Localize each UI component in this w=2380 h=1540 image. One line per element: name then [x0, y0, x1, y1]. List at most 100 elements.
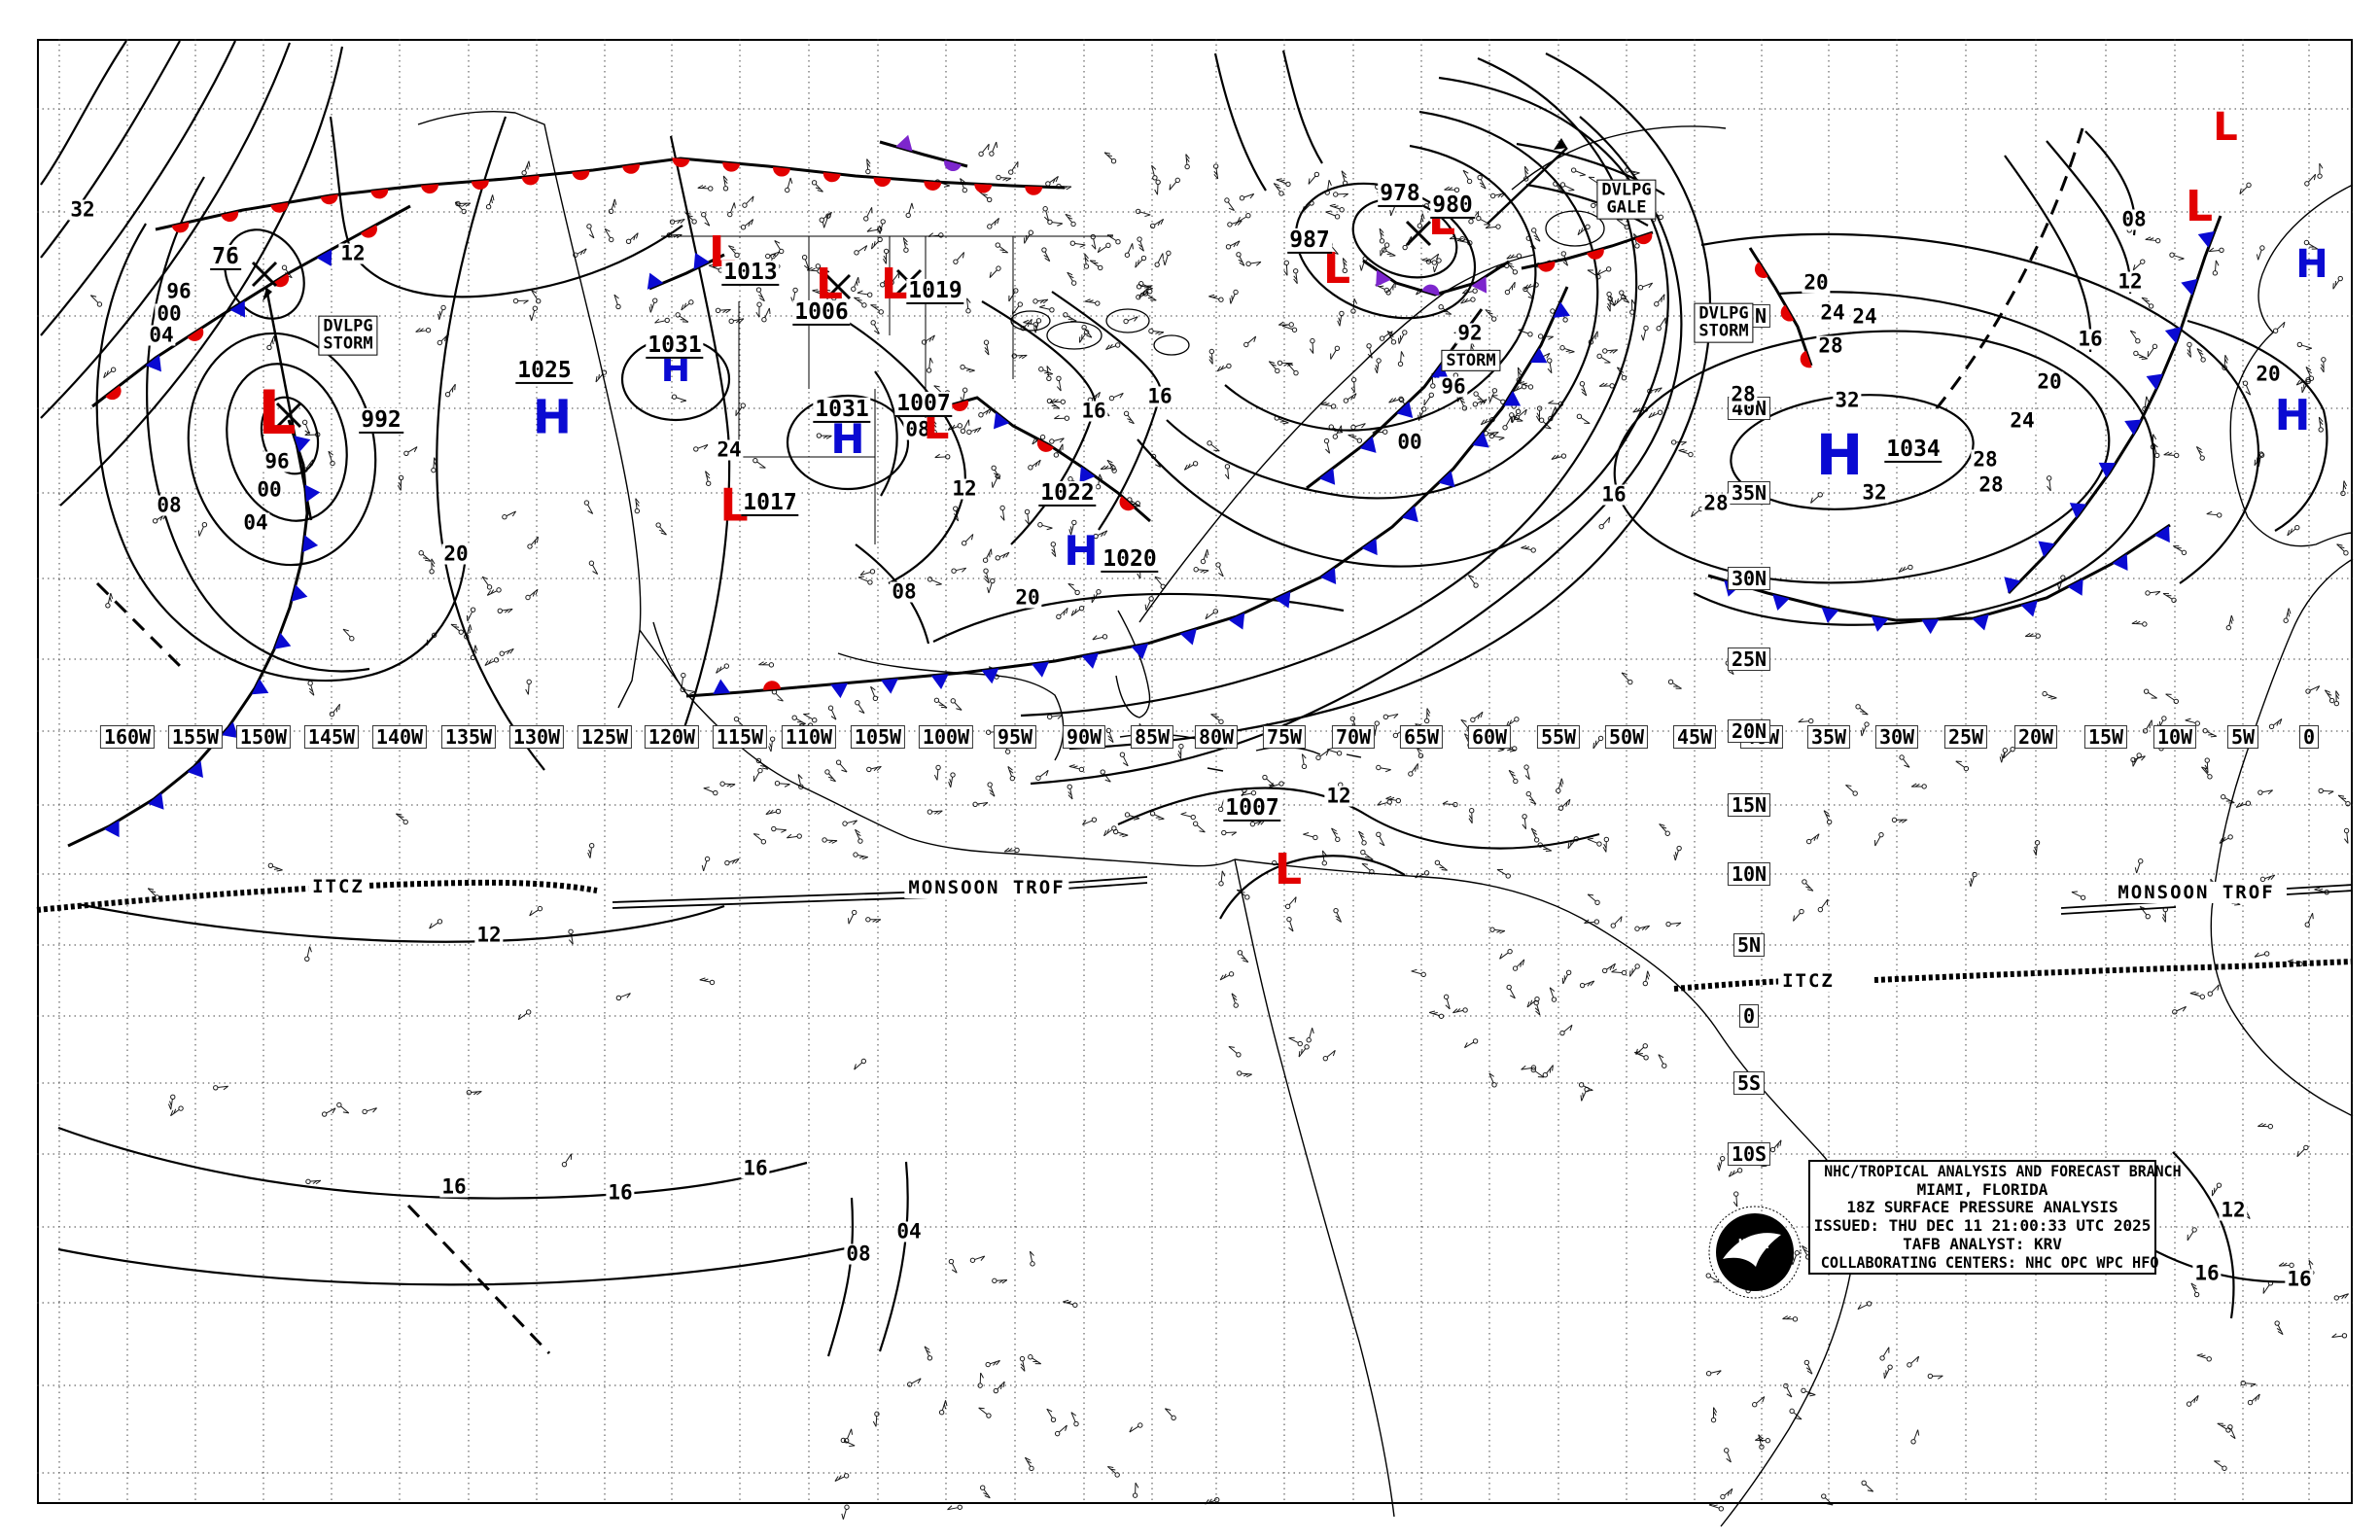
- isobar-label: 96: [1439, 374, 1468, 399]
- isobar-label: 32: [1860, 480, 1889, 505]
- isobar-label: 04: [241, 510, 270, 535]
- isobar-label: 28: [1701, 491, 1731, 515]
- isobar-label: 16: [439, 1174, 469, 1199]
- isobar-label: 12: [2219, 1198, 2248, 1222]
- isobar-label: 28: [1729, 382, 1758, 406]
- isobar-label: 04: [147, 323, 176, 347]
- latitude-label: 20N: [1727, 719, 1771, 743]
- isobar-label: 20: [441, 542, 471, 566]
- high-center-symbol: H: [660, 349, 691, 390]
- longitude-label: 60W: [1467, 725, 1512, 749]
- fronts-layer: [67, 134, 2222, 848]
- pressure-value-label: 1022: [1038, 479, 1097, 508]
- isobar-label: 12: [2116, 269, 2145, 294]
- latitude-label: 35N: [1727, 481, 1771, 505]
- info-line-analyst: TAFB ANALYST: KRV: [1903, 1234, 2062, 1253]
- center-pressure-value: 1020: [1101, 545, 1159, 574]
- longitude-label: 35W: [1806, 725, 1851, 749]
- isobar-label: 00: [155, 301, 184, 326]
- longitude-label: 105W: [850, 725, 906, 749]
- noaa-logo: NOAA: [1708, 1206, 1802, 1299]
- longitude-label: 100W: [918, 725, 974, 749]
- isobar-label: 08: [155, 493, 184, 517]
- low-center-symbol: L: [2213, 105, 2238, 150]
- longitude-label: 30W: [1874, 725, 1919, 749]
- longitude-label: 135W: [440, 725, 497, 749]
- isobar-label: 16: [2076, 327, 2105, 351]
- isobar-label: 16: [2192, 1261, 2222, 1285]
- monsoon-trof-label: MONSOON TROF: [2114, 882, 2279, 903]
- info-line-centers: COLLABORATING CENTERS: NHC OPC WPC HFO: [1820, 1252, 2159, 1272]
- isobar-label: 16: [1599, 482, 1628, 507]
- low-center-symbol: L: [1322, 244, 1351, 295]
- longitude-label: 75W: [1262, 725, 1307, 749]
- high-center-symbol: H: [830, 415, 865, 464]
- longitude-label: 80W: [1194, 725, 1239, 749]
- isobar-label: 16: [606, 1180, 635, 1205]
- itcz-label: ITCZ: [308, 876, 368, 897]
- longitude-label: 65W: [1399, 725, 1444, 749]
- longitude-label: 10W: [2152, 725, 2197, 749]
- longitude-label: 155W: [167, 725, 224, 749]
- isobar-label: 20: [2254, 362, 2283, 386]
- isobar-label: 24: [715, 438, 744, 462]
- isobar-label: 04: [894, 1219, 924, 1243]
- itcz-label: ITCZ: [1778, 970, 1838, 992]
- isobar-label: 00: [1395, 430, 1424, 454]
- longitude-label: 140W: [371, 725, 428, 749]
- longitude-label: 150W: [235, 725, 292, 749]
- isobar-label: 96: [164, 279, 193, 303]
- center-pressure-value: 1007: [894, 390, 953, 418]
- longitude-label: 15W: [2083, 725, 2128, 749]
- monsoon-trof-label: MONSOON TROF: [904, 877, 1069, 898]
- longitude-label: 115W: [712, 725, 768, 749]
- center-pressure-value: 987: [1287, 227, 1332, 255]
- high-center-symbol: H: [2295, 242, 2328, 287]
- high-center-symbol: H: [1815, 421, 1864, 488]
- center-pressure-value: 1017: [741, 489, 799, 517]
- hazard-annotation-box: DVLPG GALE: [1596, 179, 1657, 220]
- center-pressure-value: 1031: [813, 396, 871, 424]
- isobar-label: 28: [1816, 333, 1845, 358]
- center-pressure-value: 1031: [646, 332, 704, 360]
- latitude-label: 10S: [1727, 1142, 1771, 1166]
- isobar-label: 08: [2119, 207, 2149, 231]
- high-center-symbol: H: [1064, 527, 1099, 576]
- isobar-label: 20: [1802, 270, 1831, 295]
- latitude-label: 5S: [1732, 1071, 1766, 1095]
- latitude-label: 0: [1738, 1004, 1760, 1028]
- latitude-label: 15N: [1727, 793, 1771, 817]
- state-borders: [661, 235, 1113, 544]
- latlon-grid: [37, 39, 2353, 1504]
- info-line-issued: ISSUED: THU DEC 11 21:00:33 UTC 2025: [1813, 1216, 2152, 1236]
- isobar-label: 32: [68, 197, 97, 222]
- longitude-label: 25W: [1943, 725, 1988, 749]
- longitude-label: 0: [2298, 725, 2320, 749]
- center-pressure-value: 980: [1430, 192, 1475, 220]
- longitude-label: 95W: [993, 725, 1037, 749]
- center-pressure-value: 992: [359, 406, 403, 435]
- longitude-label: 50W: [1604, 725, 1649, 749]
- isobar-label: 24: [2008, 408, 2037, 433]
- center-pressure-value: 1006: [792, 298, 851, 327]
- isobar-label: 32: [1833, 388, 1862, 412]
- longitude-label: 45W: [1672, 725, 1717, 749]
- isobar-label: 20: [2035, 369, 2064, 394]
- low-center-symbol: L: [2185, 182, 2214, 232]
- longitude-label: 55W: [1536, 725, 1581, 749]
- isobar-label: 28: [1971, 447, 2000, 472]
- pressure-value-label: 76: [210, 243, 241, 271]
- svg-text:NOAA: NOAA: [1738, 1238, 1768, 1252]
- longitude-label: 120W: [644, 725, 700, 749]
- high-center-symbol: H: [2274, 391, 2311, 441]
- isobar-label: 16: [741, 1156, 770, 1180]
- pressure-value-label: 978: [1378, 180, 1422, 208]
- longitude-label: 70W: [1331, 725, 1376, 749]
- hazard-annotation-box: STORM: [1441, 349, 1501, 372]
- latitude-label: 5N: [1732, 933, 1766, 957]
- isobar-label: 96: [262, 449, 292, 473]
- latitude-label: 30N: [1727, 567, 1771, 590]
